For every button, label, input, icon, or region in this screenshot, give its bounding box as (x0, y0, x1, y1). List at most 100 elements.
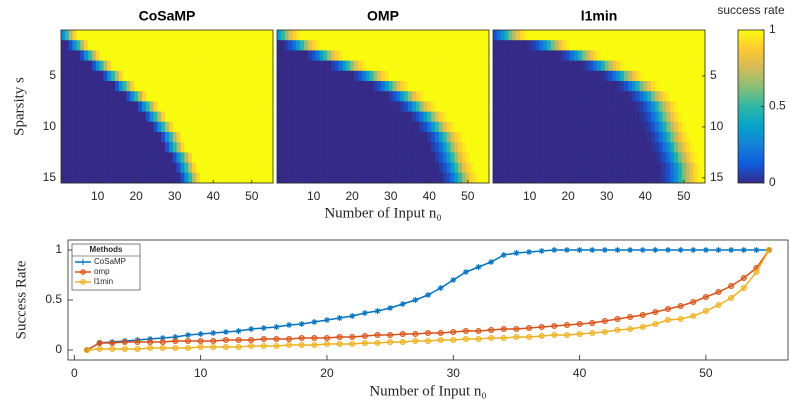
marker (715, 247, 722, 253)
heatmap-cell (404, 172, 409, 184)
heatmap-cell (192, 142, 197, 153)
heatmap-cell (307, 111, 312, 123)
heatmap-cell (500, 101, 505, 112)
heatmap-cell (207, 91, 212, 102)
heatmap-cell (126, 91, 131, 102)
heatmap-cell (95, 91, 100, 102)
x-tick-label: 30 (447, 366, 461, 380)
heatmap-cell (230, 30, 235, 41)
heatmap-cell (157, 91, 162, 102)
heatmap-cell (334, 162, 339, 174)
heatmap-cell (539, 121, 544, 133)
heatmap-cell (485, 121, 490, 133)
heatmap-cell (627, 172, 633, 184)
heatmap-cell (473, 142, 478, 153)
heatmap-cell (485, 60, 490, 72)
heatmap-cell (111, 30, 116, 41)
heatmap-cell (678, 50, 683, 61)
heatmap-cell (570, 162, 575, 174)
heatmap-cell (670, 132, 675, 143)
heatmap-cell (589, 40, 594, 51)
heatmap-cell (604, 111, 609, 123)
heatmap-cell (573, 91, 579, 102)
heatmap-cell (369, 81, 374, 92)
heatmap-cell (192, 30, 197, 41)
heatmap-cell (585, 30, 590, 41)
heatmap-cell (527, 50, 532, 61)
heatmap-cell (300, 91, 305, 102)
heatmap-cell (338, 30, 343, 41)
heatmap-cell (662, 101, 667, 112)
heatmap-cell (257, 121, 262, 133)
heatmap-cell (246, 111, 251, 123)
marker (677, 247, 684, 253)
heatmap-cell (616, 121, 621, 133)
heatmap-cell (654, 111, 660, 123)
heatmap-cell (99, 111, 104, 123)
heatmap-cell (678, 60, 683, 72)
marker (677, 302, 684, 310)
heatmap-cell (570, 50, 575, 61)
heatmap-cell (543, 172, 548, 184)
heatmap-cell (431, 101, 436, 112)
heatmap-cell (296, 70, 301, 82)
heatmap-cell (516, 91, 521, 102)
heatmap-cell (577, 70, 582, 82)
heatmap-cell (257, 142, 262, 153)
heatmap-cell (280, 30, 286, 41)
marker (639, 311, 646, 319)
heatmap-cell (435, 60, 440, 72)
heatmap-cell (357, 132, 363, 143)
heatmap-cell (651, 152, 656, 163)
heatmap-cell (303, 142, 309, 153)
heatmap-cell (342, 70, 347, 82)
marker (134, 338, 141, 346)
marker (753, 247, 760, 253)
heatmap-cell (80, 70, 85, 82)
heatmap-cell (558, 60, 563, 72)
marker (614, 326, 621, 334)
heatmap-cell (535, 60, 540, 72)
heatmap-cell (438, 30, 444, 41)
heatmap-cell (408, 101, 413, 112)
heatmap-cell (604, 121, 609, 133)
heatmap-cell (670, 70, 675, 82)
heatmap-cell (581, 152, 586, 163)
heatmap-cell (462, 132, 467, 143)
heatmap-cell (338, 111, 343, 123)
heatmap-cell (238, 40, 243, 51)
marker (488, 334, 495, 342)
heatmap-cell (103, 50, 108, 61)
marker (222, 336, 229, 344)
heatmap-cell (303, 152, 309, 163)
heatmap-cell (531, 152, 536, 163)
x-tick-label: 0 (71, 366, 78, 380)
heatmap-cell (670, 142, 675, 153)
heatmap-cell (249, 111, 255, 123)
heatmap-cell (462, 152, 467, 163)
marker (639, 323, 646, 331)
heatmap-cell (469, 111, 474, 123)
heatmap-cell (500, 50, 505, 61)
heatmap-cell (377, 142, 382, 153)
heatmap-cell (354, 132, 359, 143)
heatmap-cell (546, 91, 552, 102)
heatmap-cell (512, 132, 517, 143)
heatmap-cell (516, 132, 521, 143)
heatmap-cell (288, 91, 293, 102)
heatmap-cell (145, 60, 150, 72)
heatmap-cell (427, 70, 432, 82)
heatmap-cell (377, 30, 382, 41)
heatmap-cell (357, 40, 363, 51)
heatmap-cell (107, 81, 112, 92)
heatmap-cell (388, 172, 393, 184)
heatmap-cell (126, 162, 131, 174)
heatmap-cell (215, 101, 220, 112)
heatmap-cell (207, 132, 212, 143)
heatmap-cell (242, 132, 247, 143)
heatmap-cell (64, 152, 70, 163)
heatmap-cell (346, 172, 351, 184)
heatmap-cell (604, 142, 609, 153)
heatmap-cell (311, 70, 316, 82)
heatmap-cell (284, 111, 289, 123)
